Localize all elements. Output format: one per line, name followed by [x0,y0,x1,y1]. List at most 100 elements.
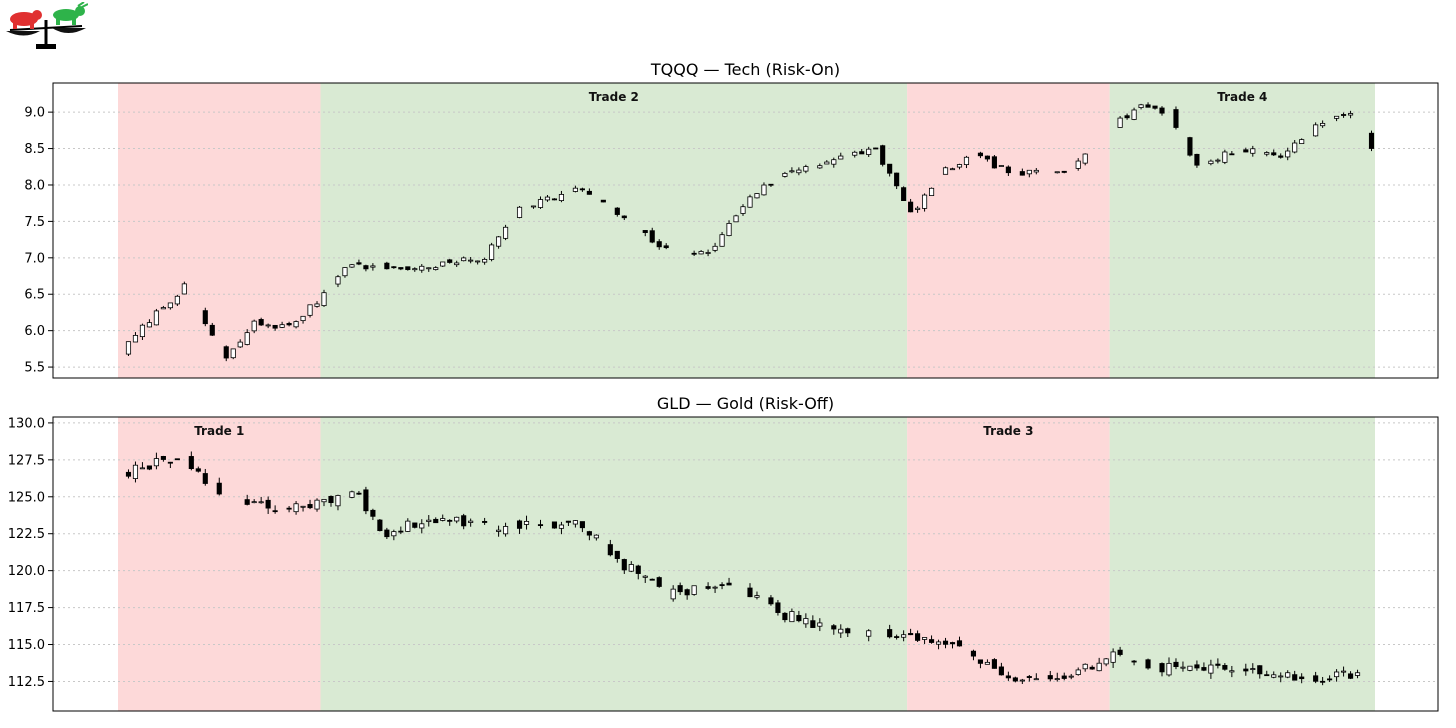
c1-candle [712,585,718,593]
c0-candle-body [579,188,585,191]
c1-candle [265,496,271,514]
c0-ytick-label: 6.5 [24,288,45,303]
c0-candle [475,260,481,265]
c1-candle [146,465,152,471]
c0-candle [1145,102,1151,108]
c0-candle-body [915,207,921,210]
c1-candle-body [1299,676,1305,680]
c0-candle-body [272,324,278,329]
c0-candle [558,190,565,203]
c1-candle-body [1347,673,1354,679]
c0-candle-body [1347,113,1354,116]
c0-candle [335,274,341,288]
c1-candle-body [1250,668,1256,670]
c0-candle-body [496,236,502,247]
c1-candle-body [1096,662,1102,672]
c1-candle-body [419,523,425,529]
c1-candle [174,458,180,461]
c1-candle-body [188,456,194,470]
c1-candle [705,582,711,590]
c1-candle-body [1271,674,1277,678]
c0-candle [1173,106,1179,130]
c1-candle-body [1194,664,1200,669]
c0-candle-body [426,267,432,270]
c1-candle-body [1005,675,1011,679]
c0-candle [496,236,502,249]
c0-candle-body [600,199,606,203]
c1-candle-body [810,620,816,628]
c1-candle [796,610,802,623]
c0-candle [314,301,320,308]
c1-candle [928,635,935,644]
c1-candle [195,466,201,473]
c0-candle-body [384,262,390,270]
c0-candle-body [649,230,655,243]
c0-candle [1194,153,1200,168]
c1-candle-body [482,521,488,523]
c0-candle-body [1264,152,1270,155]
c1-candle [433,517,439,524]
c1-candle-body [775,602,781,613]
c1-candle-body [1341,670,1347,673]
c0-candle-body [963,156,970,166]
c1-candle [866,629,872,642]
c1-candle [1019,678,1025,685]
c1-candle-body [572,520,578,525]
c0-candle [1005,165,1011,177]
c1-candle [132,461,139,483]
c0-candle [782,171,788,178]
c0-candle [1117,116,1123,128]
c1-candle [363,486,369,515]
c1-candle [621,558,627,574]
c1-candle [153,452,159,470]
c0-candle [1271,149,1277,156]
c1-candle-body [139,467,146,470]
c0-candle [454,260,460,267]
c0-candle [181,281,187,295]
c1-candle [1250,663,1256,674]
c1-candle [1347,671,1354,680]
c0-candle [1019,168,1025,176]
c1-candle-body [579,521,585,529]
tqqq-candlestick-chart: TQQQ — Tech (Risk-On) Trade 2 Trade 4 5.5 6.… [24,60,1439,379]
c0-candle-body [901,187,907,201]
c1-candle [328,495,334,507]
c0-candle [1334,115,1340,122]
c0-candle-body [796,169,802,174]
c0-candle-body [1320,122,1326,127]
c0-candle [984,155,990,162]
c0-candle-body [167,302,173,309]
c1-candle-body [356,492,362,495]
c0-candle [1159,106,1165,116]
c0-candle-body [1019,171,1025,176]
c0-candle-body [551,198,558,201]
c0-candle [384,261,390,270]
c1-candle [789,608,795,623]
c1-candle-body [670,588,676,600]
c0-candle-body [1222,151,1228,163]
c1-candle-body [1068,675,1074,678]
c1-candle-body [803,618,809,625]
c0-candle [922,193,928,212]
c1-candle-body [1047,675,1053,680]
c1-candle [838,624,844,638]
c1-candle-body [516,520,523,529]
c0-candle [642,230,648,237]
c1-candle-body [908,633,914,636]
c0-candle-body [1229,153,1235,156]
c0-candle-body [251,320,257,332]
c1-candle-body [377,519,383,532]
c1-candle-body [1075,669,1081,675]
c1-candle-body [286,507,292,510]
c0-candle [132,332,139,343]
c0-candle [1208,159,1214,166]
c1-candle [188,451,194,471]
c1-candle-body [831,625,837,630]
c0-candle-body [363,265,369,270]
c0-candle-body [1131,109,1137,120]
c1-candle [565,520,571,526]
c1-candle [935,639,942,650]
c0-candle [398,267,404,271]
c0-candle [880,144,886,167]
c0-candle-body [908,201,914,213]
